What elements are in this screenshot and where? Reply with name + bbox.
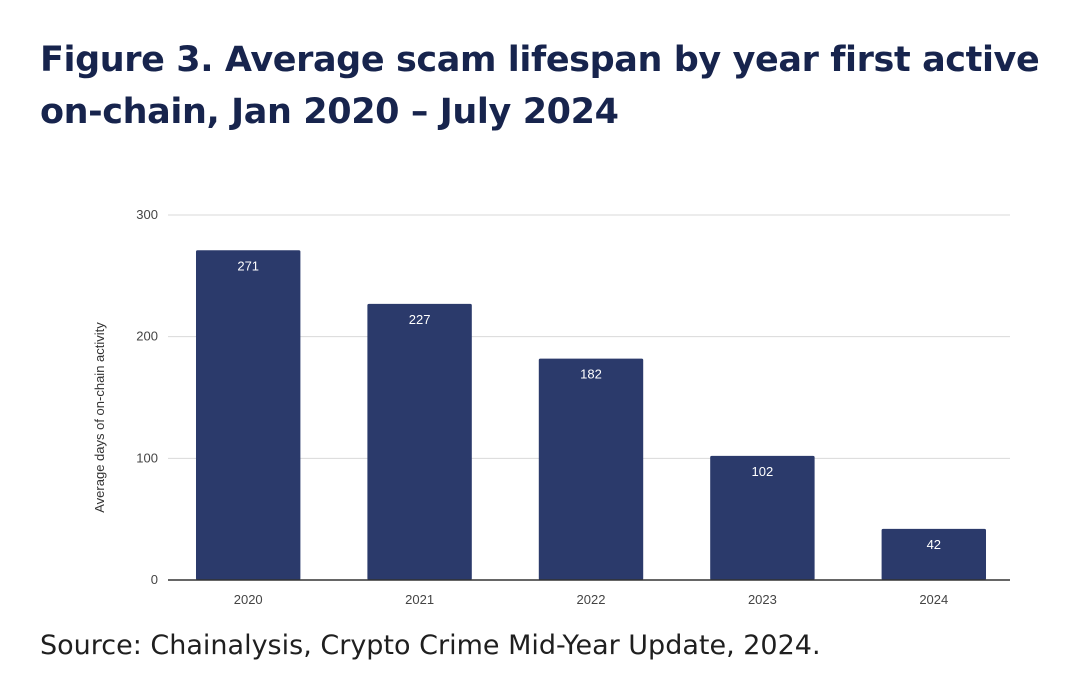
- y-tick-labels: 0 100 200 300: [136, 207, 158, 587]
- x-tick-label-2024: 2024: [919, 592, 948, 607]
- bar-2020: [195, 250, 301, 580]
- data-labels: 271 227 182 102 42: [237, 258, 941, 552]
- x-tick-label-2023: 2023: [748, 592, 777, 607]
- y-tick-label-100: 100: [136, 450, 158, 465]
- bar-2022: [538, 358, 644, 580]
- y-tick-label-200: 200: [136, 329, 158, 344]
- bar-2021: [367, 303, 472, 580]
- x-tick-label-2022: 2022: [577, 592, 606, 607]
- data-label-2023: 102: [752, 464, 774, 479]
- bars: [195, 250, 987, 580]
- y-axis-title: Average days of on-chain activity: [92, 322, 107, 513]
- x-tick-label-2020: 2020: [234, 592, 263, 607]
- source-note: Source: Chainalysis, Crypto Crime Mid-Ye…: [40, 630, 821, 661]
- data-label-2021: 227: [409, 312, 431, 327]
- x-tick-label-2021: 2021: [405, 592, 434, 607]
- data-label-2022: 182: [580, 367, 602, 382]
- bar-2023: [710, 455, 815, 580]
- x-tick-labels: 2020 2021 2022 2023 2024: [234, 592, 949, 607]
- bar-2024: [881, 528, 987, 580]
- data-label-2024: 42: [927, 537, 941, 552]
- chart-area: 0 100 200 300 271 227 182 102 42 2020 2021 2022 20…: [0, 180, 1080, 620]
- y-tick-label-300: 300: [136, 207, 158, 222]
- y-tick-label-0: 0: [151, 572, 158, 587]
- chart-title: Figure 3. Average scam lifespan by year …: [40, 40, 1040, 132]
- data-label-2020: 271: [237, 258, 259, 273]
